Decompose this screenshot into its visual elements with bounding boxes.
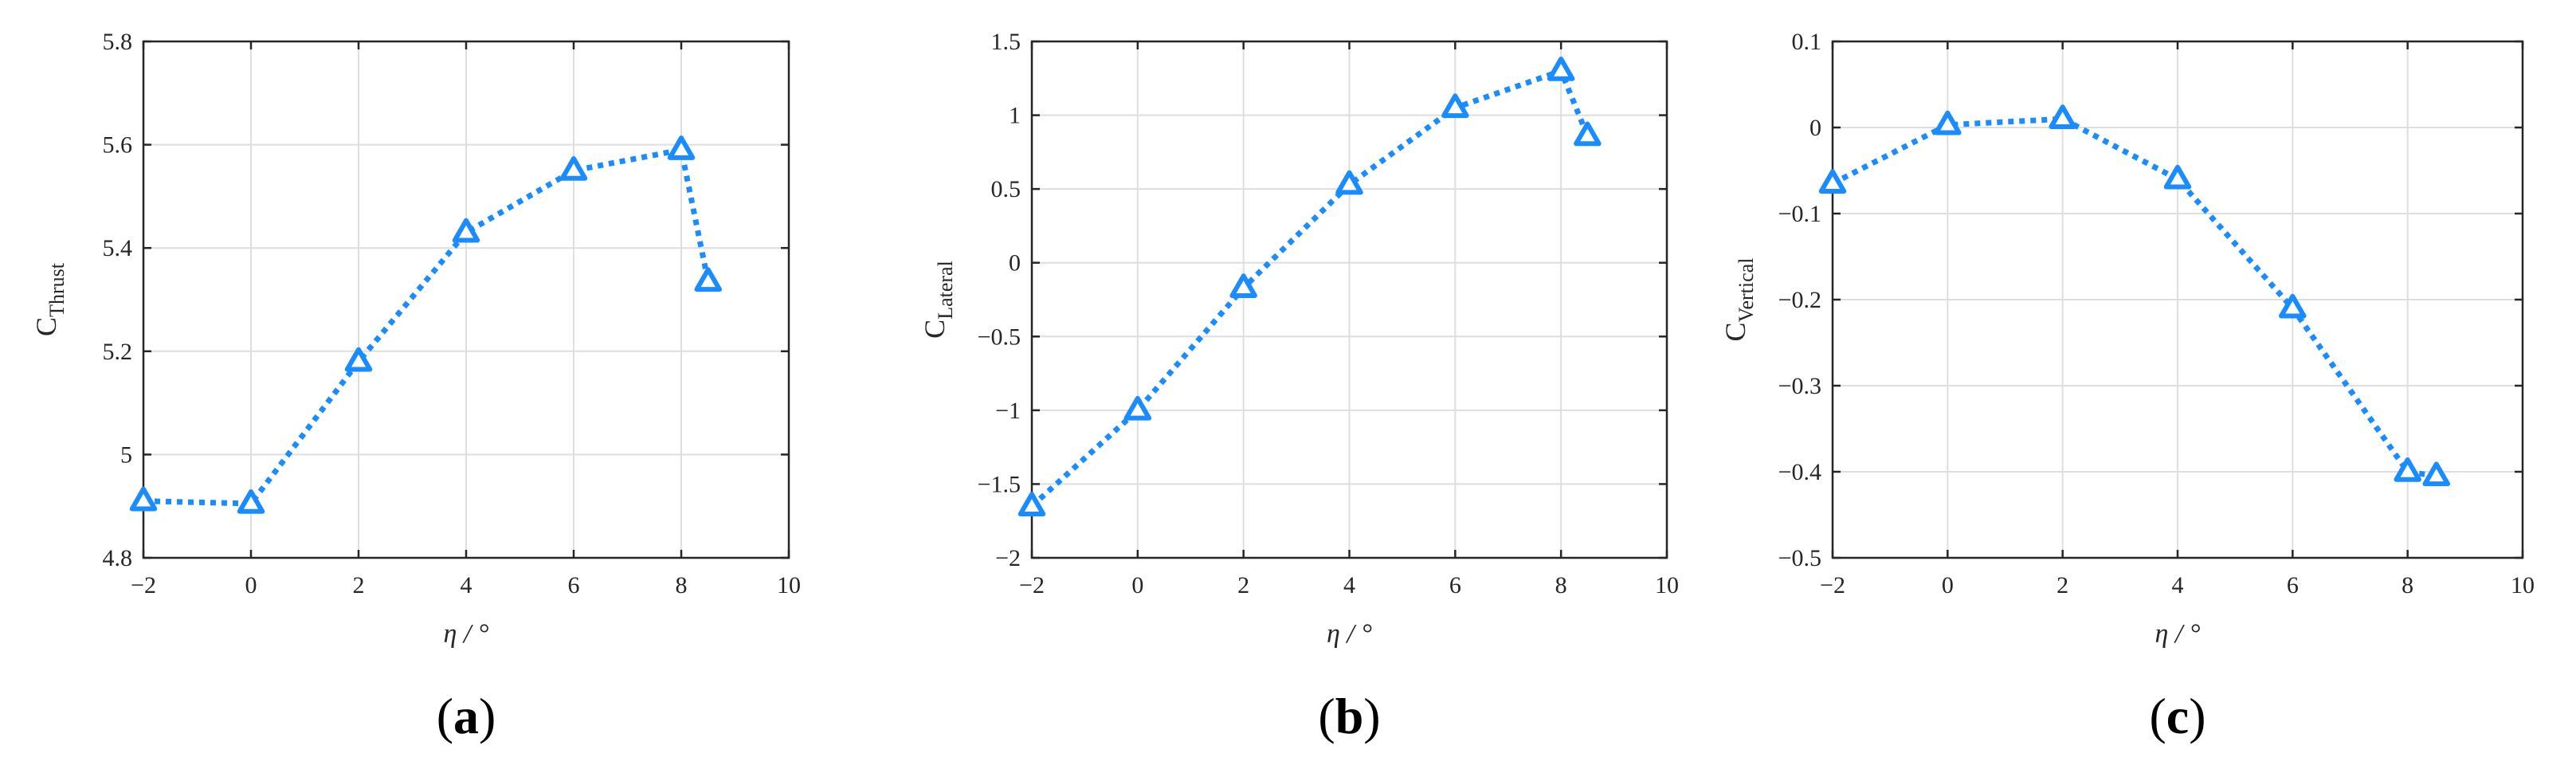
- y-tick-label: 4.8: [103, 545, 133, 571]
- y-tick-label: 5.8: [103, 29, 133, 55]
- x-tick-label: −2: [131, 572, 156, 598]
- y-axis-label-subscript: Lateral: [934, 261, 957, 320]
- y-tick-label: 5.6: [103, 132, 133, 159]
- x-axis-label: η / °: [1327, 619, 1372, 649]
- x-tick-label: 10: [1655, 572, 1679, 598]
- triangle-marker: [667, 135, 696, 160]
- x-tick-label: 8: [676, 572, 688, 598]
- panel-label-text: (: [437, 688, 453, 744]
- triangle-marker: [452, 218, 480, 243]
- y-tick-label: 1: [1009, 103, 1021, 129]
- y-tick-label: −0.5: [1778, 545, 1821, 571]
- x-axis-label: η / °: [444, 619, 489, 649]
- triangle-marker: [1818, 169, 1847, 194]
- panel-label-letter: b: [1335, 688, 1364, 744]
- triangle-marker: [559, 156, 588, 181]
- series-line: [1831, 116, 2437, 479]
- triangle-marker: [129, 486, 158, 512]
- chart-panel: −2 0 2 4 6 8 10 −0.5 −0.4 −0.3 −0.2 −0.1 0 0.1 η / ° CV…: [1719, 29, 2535, 744]
- triangle-marker: [1547, 57, 1575, 81]
- x-tick-label: −2: [1019, 572, 1045, 598]
- x-tick-label: 0: [245, 572, 257, 598]
- panel-label-letter: c: [2166, 688, 2189, 744]
- triangle-marker: [2279, 293, 2307, 319]
- y-tick-label: −0.1: [1778, 201, 1821, 227]
- triangle-marker: [1335, 170, 1363, 195]
- y-axis-label-subscript: Thrust: [45, 262, 69, 317]
- y-axis-label-main: C: [1719, 322, 1751, 341]
- y-tick-label: −2: [995, 545, 1021, 571]
- panel-label-text: ): [479, 688, 496, 744]
- x-tick-label: 8: [2402, 572, 2413, 598]
- series-line: [1029, 68, 1590, 508]
- x-tick-label: 2: [2056, 572, 2068, 598]
- series-line: [143, 147, 712, 507]
- y-tick-label: −0.3: [1778, 373, 1821, 399]
- y-tick-label: −0.2: [1778, 287, 1821, 313]
- x-tick-label: 0: [1942, 572, 1954, 598]
- triangle-marker: [2394, 457, 2421, 482]
- triangle-marker: [1017, 492, 1046, 516]
- triangle-marker: [2049, 104, 2076, 129]
- y-tick-label: 0.5: [991, 176, 1021, 202]
- panel-label: (a): [437, 688, 496, 744]
- x-tick-label: 2: [1237, 572, 1249, 598]
- y-tick-label: −0.4: [1778, 459, 1821, 485]
- x-tick-label: −2: [1820, 572, 1845, 598]
- y-tick-label: 0: [1009, 250, 1021, 277]
- x-tick-label: 6: [2287, 572, 2299, 598]
- triangle-marker: [2163, 164, 2192, 190]
- y-axis-label-main: C: [30, 317, 62, 336]
- x-tick-label: 8: [1555, 572, 1567, 598]
- panel-label-text: ): [1363, 688, 1380, 744]
- y-axis-label: CLateral: [919, 261, 957, 339]
- chart-panel: −2 0 2 4 6 8 10 4.8 5 5.2 5.4 5.6 5.8 η / ° CThrust (a): [30, 29, 801, 744]
- triangle-marker: [237, 488, 265, 514]
- panel-label-text: (: [2149, 688, 2166, 744]
- x-tick-label: 4: [461, 572, 472, 598]
- y-axis-label-main: C: [919, 320, 951, 339]
- panel-label-text: ): [2189, 688, 2205, 744]
- x-axis-label: η / °: [2155, 619, 2201, 649]
- y-tick-label: 0.1: [1792, 29, 1822, 55]
- x-tick-label: 0: [1131, 572, 1143, 598]
- y-tick-label: −0.5: [978, 324, 1021, 350]
- triangle-marker: [1934, 110, 1962, 135]
- y-axis-label: CThrust: [30, 262, 69, 336]
- y-tick-label: 5.4: [103, 235, 133, 261]
- triangle-marker: [1441, 93, 1469, 119]
- y-axis-label-subscript: Vertical: [1735, 258, 1758, 323]
- panel-label-text: (: [1318, 688, 1335, 744]
- x-tick-label: 6: [1449, 572, 1461, 598]
- triangle-marker: [1574, 121, 1602, 147]
- triangle-marker: [1229, 273, 1257, 298]
- y-axis-label: CVertical: [1719, 258, 1758, 342]
- chart-panel: −2 0 2 4 6 8 10 −2 −1.5 −1 −0.5 0 0.5 1 1.5 η / ° CLater…: [919, 29, 1679, 744]
- y-tick-label: 5.2: [103, 339, 133, 365]
- y-tick-label: 1.5: [991, 29, 1021, 55]
- y-tick-label: −1.5: [978, 471, 1021, 497]
- x-tick-label: 10: [777, 572, 801, 598]
- panel-label: (c): [2149, 688, 2205, 744]
- x-tick-label: 6: [568, 572, 580, 598]
- x-tick-label: 4: [1343, 572, 1355, 598]
- x-tick-label: 4: [2172, 572, 2184, 598]
- triangle-marker: [344, 347, 373, 372]
- panel-label-letter: a: [453, 688, 479, 744]
- y-tick-label: 0: [1809, 115, 1821, 141]
- triangle-marker: [2422, 461, 2450, 487]
- x-tick-label: 10: [2511, 572, 2535, 598]
- y-tick-label: −1: [995, 398, 1021, 424]
- panel-label: (b): [1318, 688, 1380, 744]
- triangle-marker: [1123, 395, 1152, 421]
- y-tick-label: 5: [120, 441, 132, 468]
- triangle-marker: [694, 267, 722, 292]
- x-tick-label: 2: [353, 572, 365, 598]
